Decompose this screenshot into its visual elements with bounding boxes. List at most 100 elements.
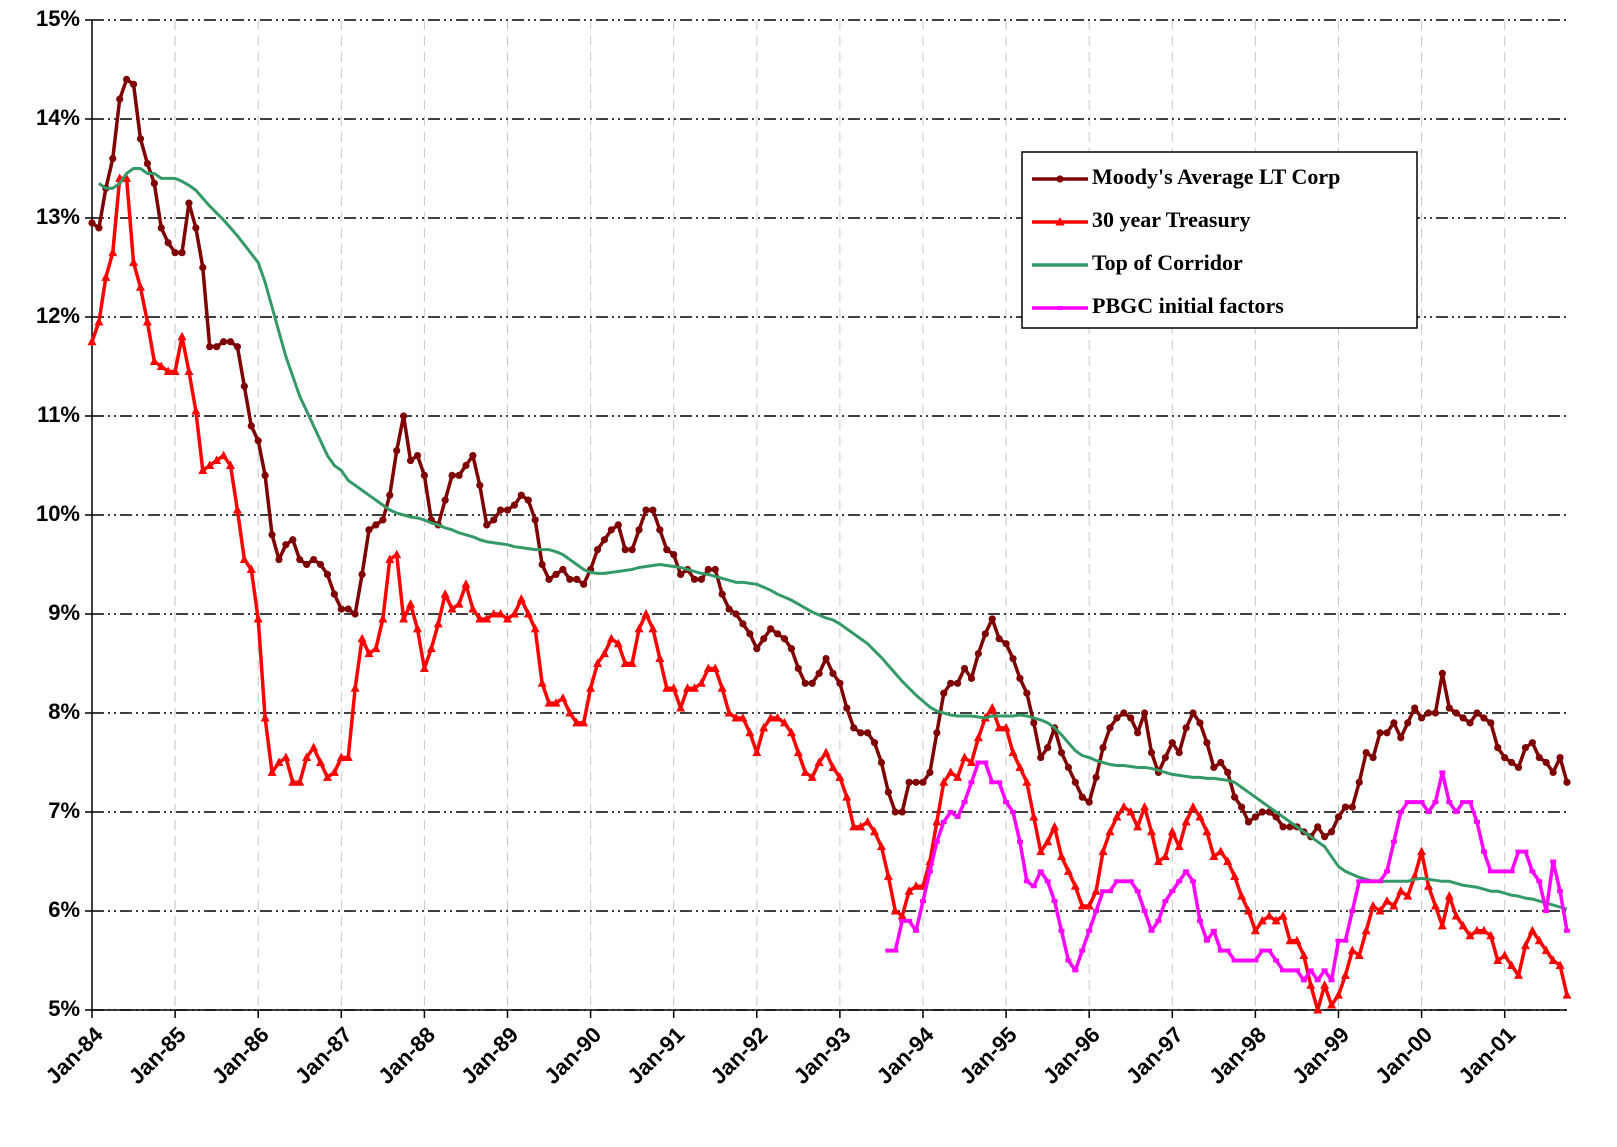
point xyxy=(1382,896,1392,905)
point xyxy=(718,590,726,598)
point xyxy=(336,752,346,762)
y-tick-label: 14% xyxy=(36,105,80,130)
point xyxy=(919,778,927,786)
point xyxy=(1306,980,1316,989)
point xyxy=(933,839,940,844)
series-line xyxy=(98,167,1568,911)
point xyxy=(440,589,450,598)
point xyxy=(968,780,975,785)
point xyxy=(87,336,97,346)
point xyxy=(1563,778,1571,786)
point xyxy=(517,491,525,499)
point xyxy=(177,331,187,341)
point xyxy=(552,570,560,579)
legend: Moody's Average LT Corp 30 year Treasury T… xyxy=(1021,151,1418,329)
point xyxy=(483,521,491,529)
point xyxy=(1292,935,1302,945)
point xyxy=(1279,823,1287,831)
point xyxy=(1369,753,1377,762)
point xyxy=(580,580,588,588)
point xyxy=(1368,901,1378,910)
point xyxy=(1313,1005,1323,1014)
point xyxy=(1029,811,1039,821)
point xyxy=(786,727,796,737)
point xyxy=(1064,763,1073,772)
point xyxy=(129,257,139,267)
point xyxy=(940,819,947,824)
x-tick-label: Jan-95 xyxy=(955,1022,1022,1089)
point xyxy=(753,645,761,653)
point xyxy=(489,609,499,618)
point xyxy=(379,516,387,524)
point xyxy=(275,555,283,564)
point xyxy=(579,717,589,727)
point xyxy=(697,575,705,583)
point xyxy=(496,609,506,618)
point xyxy=(260,712,270,722)
point xyxy=(337,605,345,613)
point xyxy=(1528,739,1536,747)
point xyxy=(1134,729,1142,737)
point xyxy=(482,613,492,623)
point xyxy=(109,155,117,163)
point xyxy=(88,219,96,227)
point xyxy=(1162,899,1169,904)
point xyxy=(745,727,755,737)
y-tick-label: 7% xyxy=(48,798,80,823)
point xyxy=(509,609,519,618)
point xyxy=(1300,978,1307,983)
point xyxy=(1390,719,1398,727)
point xyxy=(1161,753,1169,762)
point xyxy=(793,747,803,757)
point xyxy=(1245,958,1252,963)
point xyxy=(358,570,366,579)
point xyxy=(746,630,754,638)
point xyxy=(835,772,845,781)
point xyxy=(1057,749,1066,757)
point xyxy=(1549,768,1557,777)
point xyxy=(1437,920,1447,930)
point xyxy=(710,663,720,672)
point xyxy=(316,757,326,766)
point xyxy=(1453,810,1460,814)
point xyxy=(1370,879,1377,884)
point xyxy=(905,778,913,786)
point xyxy=(919,899,926,904)
point xyxy=(662,683,672,692)
series xyxy=(87,173,1572,1014)
point xyxy=(670,551,678,559)
point xyxy=(247,422,255,430)
point xyxy=(898,808,906,816)
point xyxy=(987,703,997,712)
y-tick-label: 12% xyxy=(36,303,80,328)
point xyxy=(1529,869,1536,874)
point xyxy=(1056,175,1064,183)
point xyxy=(766,712,776,722)
point xyxy=(973,732,983,742)
point xyxy=(1514,970,1524,979)
point xyxy=(899,918,906,923)
point xyxy=(433,618,443,628)
x-tick-label: Jan-01 xyxy=(1453,1022,1520,1089)
series xyxy=(88,75,1571,841)
point xyxy=(876,841,886,851)
point xyxy=(926,768,934,777)
legend-label: Moody's Average LT Corp xyxy=(1092,164,1340,189)
point xyxy=(1203,739,1211,747)
point xyxy=(912,778,920,786)
point xyxy=(1272,813,1280,821)
point xyxy=(490,516,498,524)
point xyxy=(108,247,118,257)
point xyxy=(1140,709,1149,717)
point xyxy=(524,496,532,504)
point xyxy=(1016,839,1023,844)
point xyxy=(469,452,477,460)
point xyxy=(426,643,436,653)
point xyxy=(1293,968,1300,973)
point xyxy=(634,623,644,633)
point xyxy=(1493,955,1503,964)
point xyxy=(261,471,269,479)
point xyxy=(1113,714,1121,722)
point xyxy=(1001,722,1011,732)
